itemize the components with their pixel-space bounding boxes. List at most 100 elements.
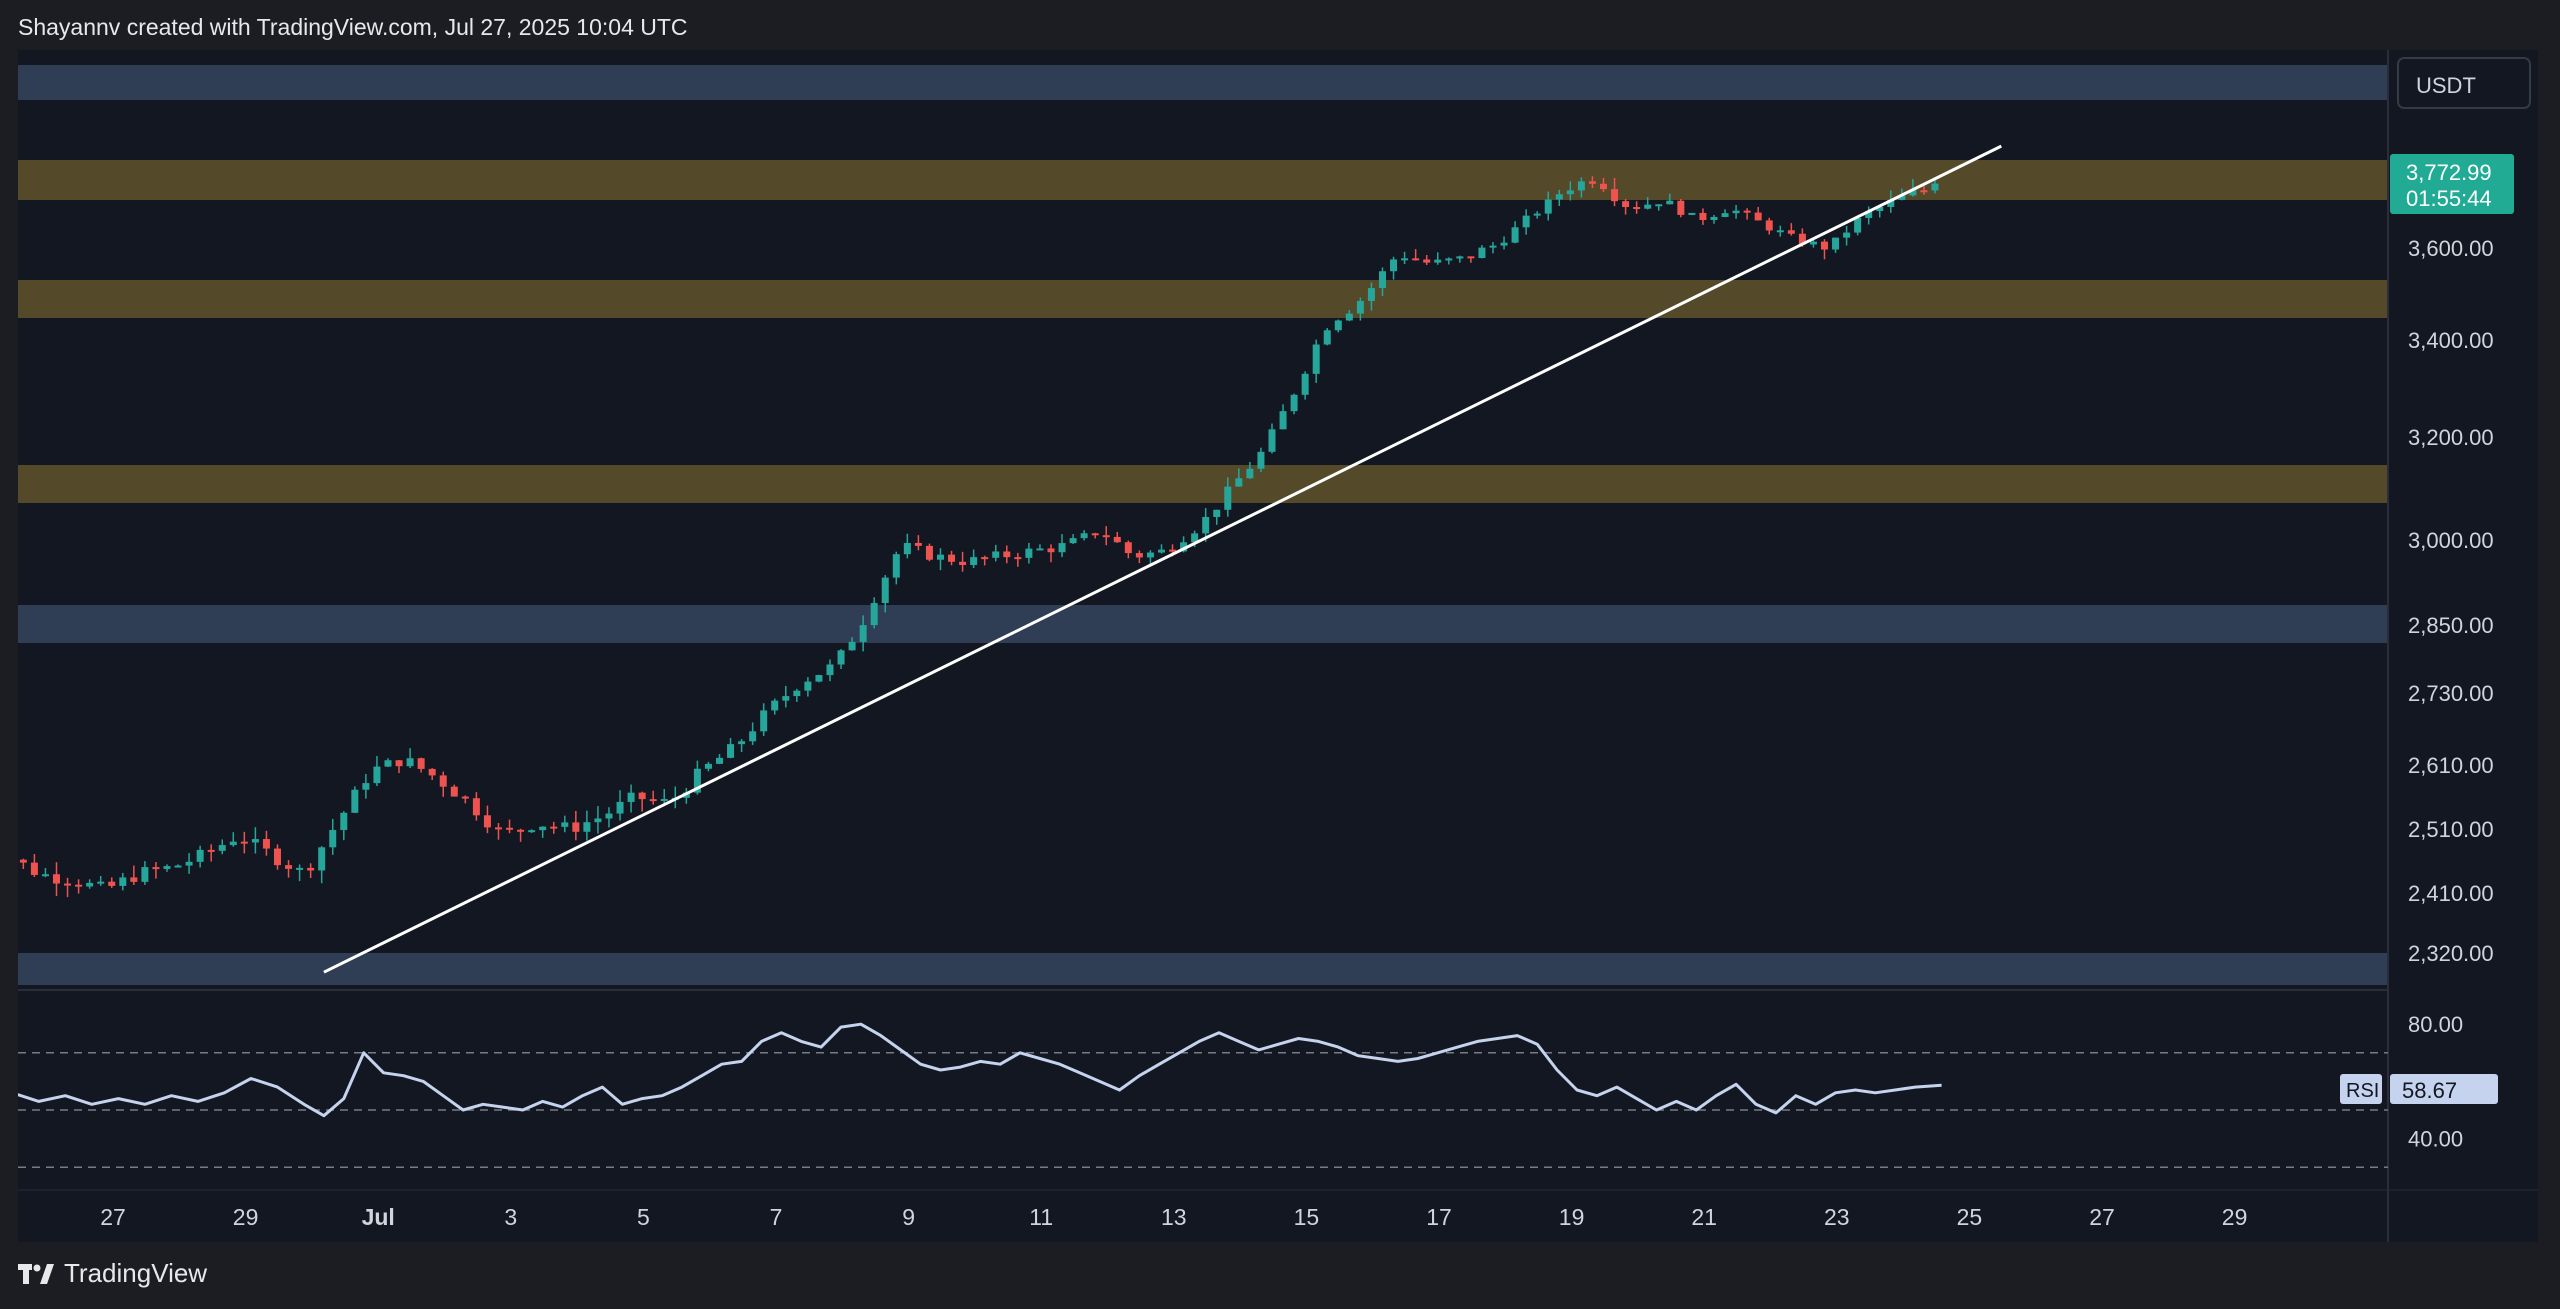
time-axis[interactable]: 27 29 Jul 3 5 7 9 11 13 15 17 19 21 23 25 27 29 [100,1204,2247,1230]
candle [1754,206,1762,221]
candle [163,864,171,872]
blue-zone-0[interactable] [18,65,2388,100]
candle [1522,209,1530,235]
time-tick-label: 17 [1426,1204,1452,1230]
time-tick-label: 11 [1029,1204,1053,1230]
candle [1721,209,1729,218]
candle [1478,245,1486,259]
trendline[interactable] [323,144,2002,974]
candle [1290,393,1298,415]
candle [174,864,182,868]
candle [1456,255,1464,263]
candle [1036,544,1044,551]
time-tick-label: 15 [1294,1204,1320,1230]
candle [285,860,293,878]
candle [1644,197,1652,210]
candle [240,831,248,854]
candle [605,807,613,828]
candle [1809,238,1817,248]
candle [130,865,138,885]
candle [108,877,116,888]
candle [472,792,480,821]
candle [572,810,580,841]
rsi-badge-label: RSI [2346,1080,2379,1102]
currency-selector[interactable]: USDT [2397,57,2531,109]
candle [1655,204,1663,211]
candle [1213,509,1221,525]
blue-zone-4[interactable] [18,605,2388,643]
candle [1334,319,1342,333]
candle [1588,176,1596,189]
candle [727,737,735,759]
candle [782,685,790,708]
candle [1257,447,1265,472]
price-tick-label: 2,320.00 [2408,941,2494,966]
yellow-zone-1[interactable] [18,160,2388,200]
candle [1401,251,1409,265]
candle [1091,532,1099,539]
price-tick-label: 2,730.00 [2408,681,2494,706]
chart-frame[interactable]: 3,600.00 3,400.00 3,200.00 3,000.00 2,850.00… [18,50,2538,1242]
candle [417,757,425,773]
candle [1633,201,1641,214]
candle [1390,256,1398,280]
candle [141,861,149,885]
candle [870,597,878,629]
rsi-tick-label: 80.00 [2408,1012,2463,1037]
candle [1500,236,1508,250]
tradingview-logo[interactable]: TradingView [18,1258,207,1289]
candle [351,786,359,814]
candle [1378,267,1386,297]
candle [892,551,900,585]
time-tick-label: 25 [1957,1204,1983,1230]
zones-layer [18,65,2388,985]
candle [1544,191,1552,221]
candle [1832,237,1840,253]
yellow-zone-3[interactable] [18,465,2388,503]
time-tick-label: 7 [770,1204,783,1230]
price-tick-label: 2,610.00 [2408,753,2494,778]
candle [483,805,491,834]
current-price-value: 3,772.99 [2406,160,2492,185]
candle [75,879,83,894]
time-tick-label: 23 [1824,1204,1850,1230]
candle [749,722,757,745]
candle [1157,544,1165,554]
yellow-zone-2[interactable] [18,280,2388,318]
rsi-axis[interactable]: 80.00 40.00 [2408,1012,2463,1151]
candle [296,864,304,882]
candle [1047,544,1055,563]
candle [517,828,525,842]
candle [616,790,624,821]
candle [1113,531,1121,543]
candle [318,846,326,884]
candle [406,748,414,769]
candle [1224,477,1232,517]
blue-zone-5[interactable] [18,953,2388,985]
rsi-line[interactable] [18,1022,1942,1118]
time-tick-label: 27 [100,1204,126,1230]
candle [97,875,105,886]
time-tick-label: 27 [2089,1204,2115,1230]
candle [273,844,281,870]
price-axis[interactable]: 3,600.00 3,400.00 3,200.00 3,000.00 2,850.00… [2408,236,2494,966]
candle [881,575,889,613]
candle [903,533,911,559]
candle [1445,257,1453,265]
price-tick-label: 3,400.00 [2408,328,2494,353]
price-chart-svg[interactable]: 3,600.00 3,400.00 3,200.00 3,000.00 2,850.00… [18,50,2538,1242]
candle [715,754,723,765]
time-tick-label: 3 [504,1204,517,1230]
candle [384,758,392,768]
candle [1677,198,1685,218]
rsi-tick-label: 40.00 [2408,1127,2463,1152]
candle [594,806,602,834]
candle [1699,208,1707,225]
candles-layer [19,176,1939,898]
rsi-current-value: 58.67 [2402,1078,2457,1103]
candle [804,677,812,697]
price-tick-label: 2,510.00 [2408,817,2494,842]
candle [1080,530,1088,541]
candle [494,823,502,840]
candle [1434,252,1442,265]
